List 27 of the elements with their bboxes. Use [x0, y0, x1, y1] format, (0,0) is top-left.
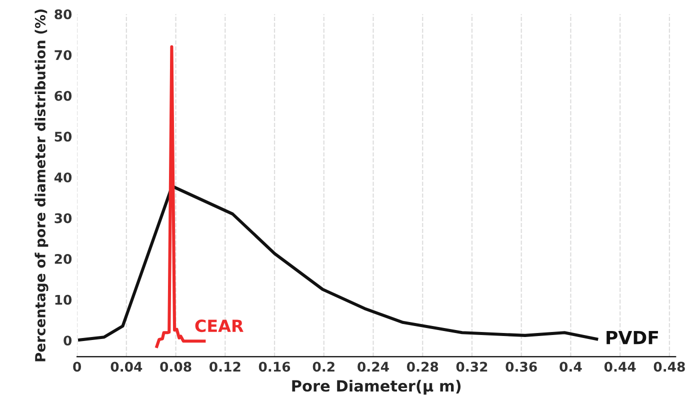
y-tick-label: 0 [64, 336, 72, 346]
y-tick-label: 40 [54, 172, 72, 182]
y-tick-label: 20 [54, 254, 72, 264]
x-axis-title: Pore Diameter(μ m) [292, 380, 461, 395]
x-tick-label: 0.2 [312, 362, 334, 372]
y-tick-label: 50 [54, 132, 72, 142]
x-tick-label: 0.16 [258, 362, 290, 372]
x-tick-label: 0.28 [406, 362, 438, 372]
x-tick-label: 0.04 [110, 362, 142, 372]
x-tick-label: 0.24 [358, 362, 389, 372]
y-axis-title: Percentage of pore diameter distribution (%) [34, 9, 48, 362]
series-label: PVDF [606, 330, 658, 344]
y-tick-label: 30 [54, 213, 72, 224]
x-tick-label: 0.44 [604, 362, 636, 372]
x-tick-label: 0.36 [506, 362, 537, 372]
x-tick-label: 0 [73, 362, 82, 372]
x-tick-label: 0.12 [210, 362, 240, 372]
x-tick-label: 0.4 [560, 362, 582, 372]
y-tick-label: 60 [54, 90, 72, 101]
x-tick-label: 0.32 [456, 362, 488, 372]
x-tick-label: 0.48 [654, 362, 685, 372]
x-tick-label: 0.08 [160, 362, 192, 372]
series-label: CEAR [195, 320, 244, 332]
y-tick-label: 70 [54, 50, 72, 60]
y-tick-label: 10 [55, 294, 72, 305]
y-tick-label: 80 [54, 9, 72, 20]
line-series [78, 184, 598, 342]
